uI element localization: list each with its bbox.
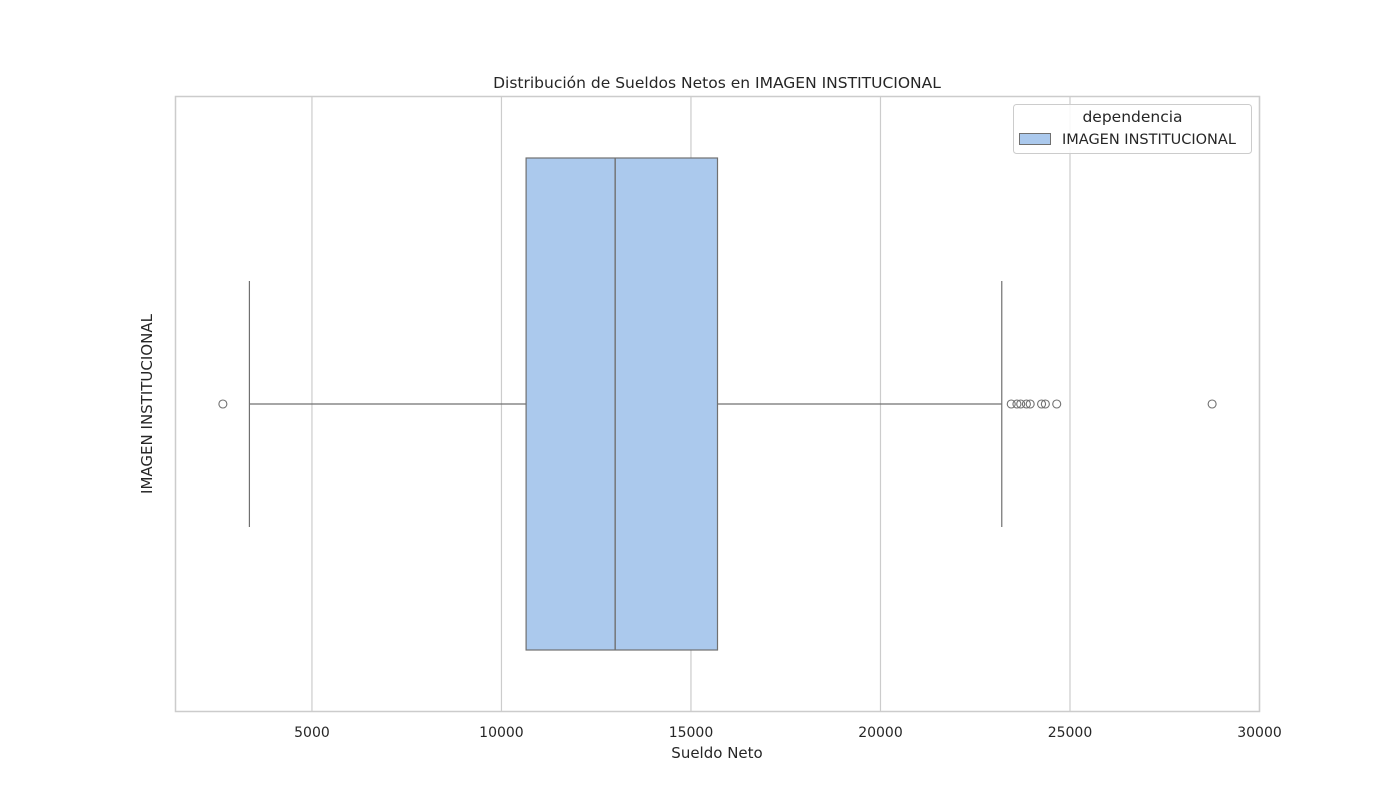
x-tick-label: 30000: [1237, 725, 1282, 741]
x-tick-label: 15000: [669, 725, 714, 741]
x-tick-label: 5000: [294, 725, 330, 741]
outlier-point: [1021, 399, 1031, 409]
x-tick-label: 10000: [479, 725, 524, 741]
outlier-point: [1012, 399, 1022, 409]
outlier-point: [218, 399, 228, 409]
chart-title: Distribución de Sueldos Netos en IMAGEN …: [493, 74, 941, 92]
outlier-point: [1016, 399, 1026, 409]
legend-entry-label: IMAGEN INSTITUCIONAL: [1062, 132, 1236, 148]
box-layer: [218, 157, 1217, 651]
legend-frame: [1013, 104, 1252, 154]
outlier-point: [1052, 399, 1062, 409]
x-axis-label: Sueldo Neto: [671, 744, 762, 762]
legend: dependencia IMAGEN INSTITUCIONAL: [1013, 104, 1252, 154]
x-tick-labels: 5000 10000 15000 20000 25000 30000: [294, 725, 1282, 741]
legend-title: dependencia: [1082, 108, 1182, 126]
x-tick-label: 25000: [1048, 725, 1093, 741]
outlier-point: [1037, 399, 1047, 409]
outlier-point: [1025, 399, 1035, 409]
box-iqr: [525, 157, 719, 651]
outlier-point: [1040, 399, 1050, 409]
outlier-point: [1207, 399, 1217, 409]
x-tick-label: 20000: [858, 725, 903, 741]
legend-swatch: [1019, 133, 1051, 145]
plot-area-frame: [174, 95, 1261, 713]
outlier-point: [1006, 399, 1016, 409]
y-axis-label: IMAGEN INSTITUCIONAL: [138, 313, 156, 494]
